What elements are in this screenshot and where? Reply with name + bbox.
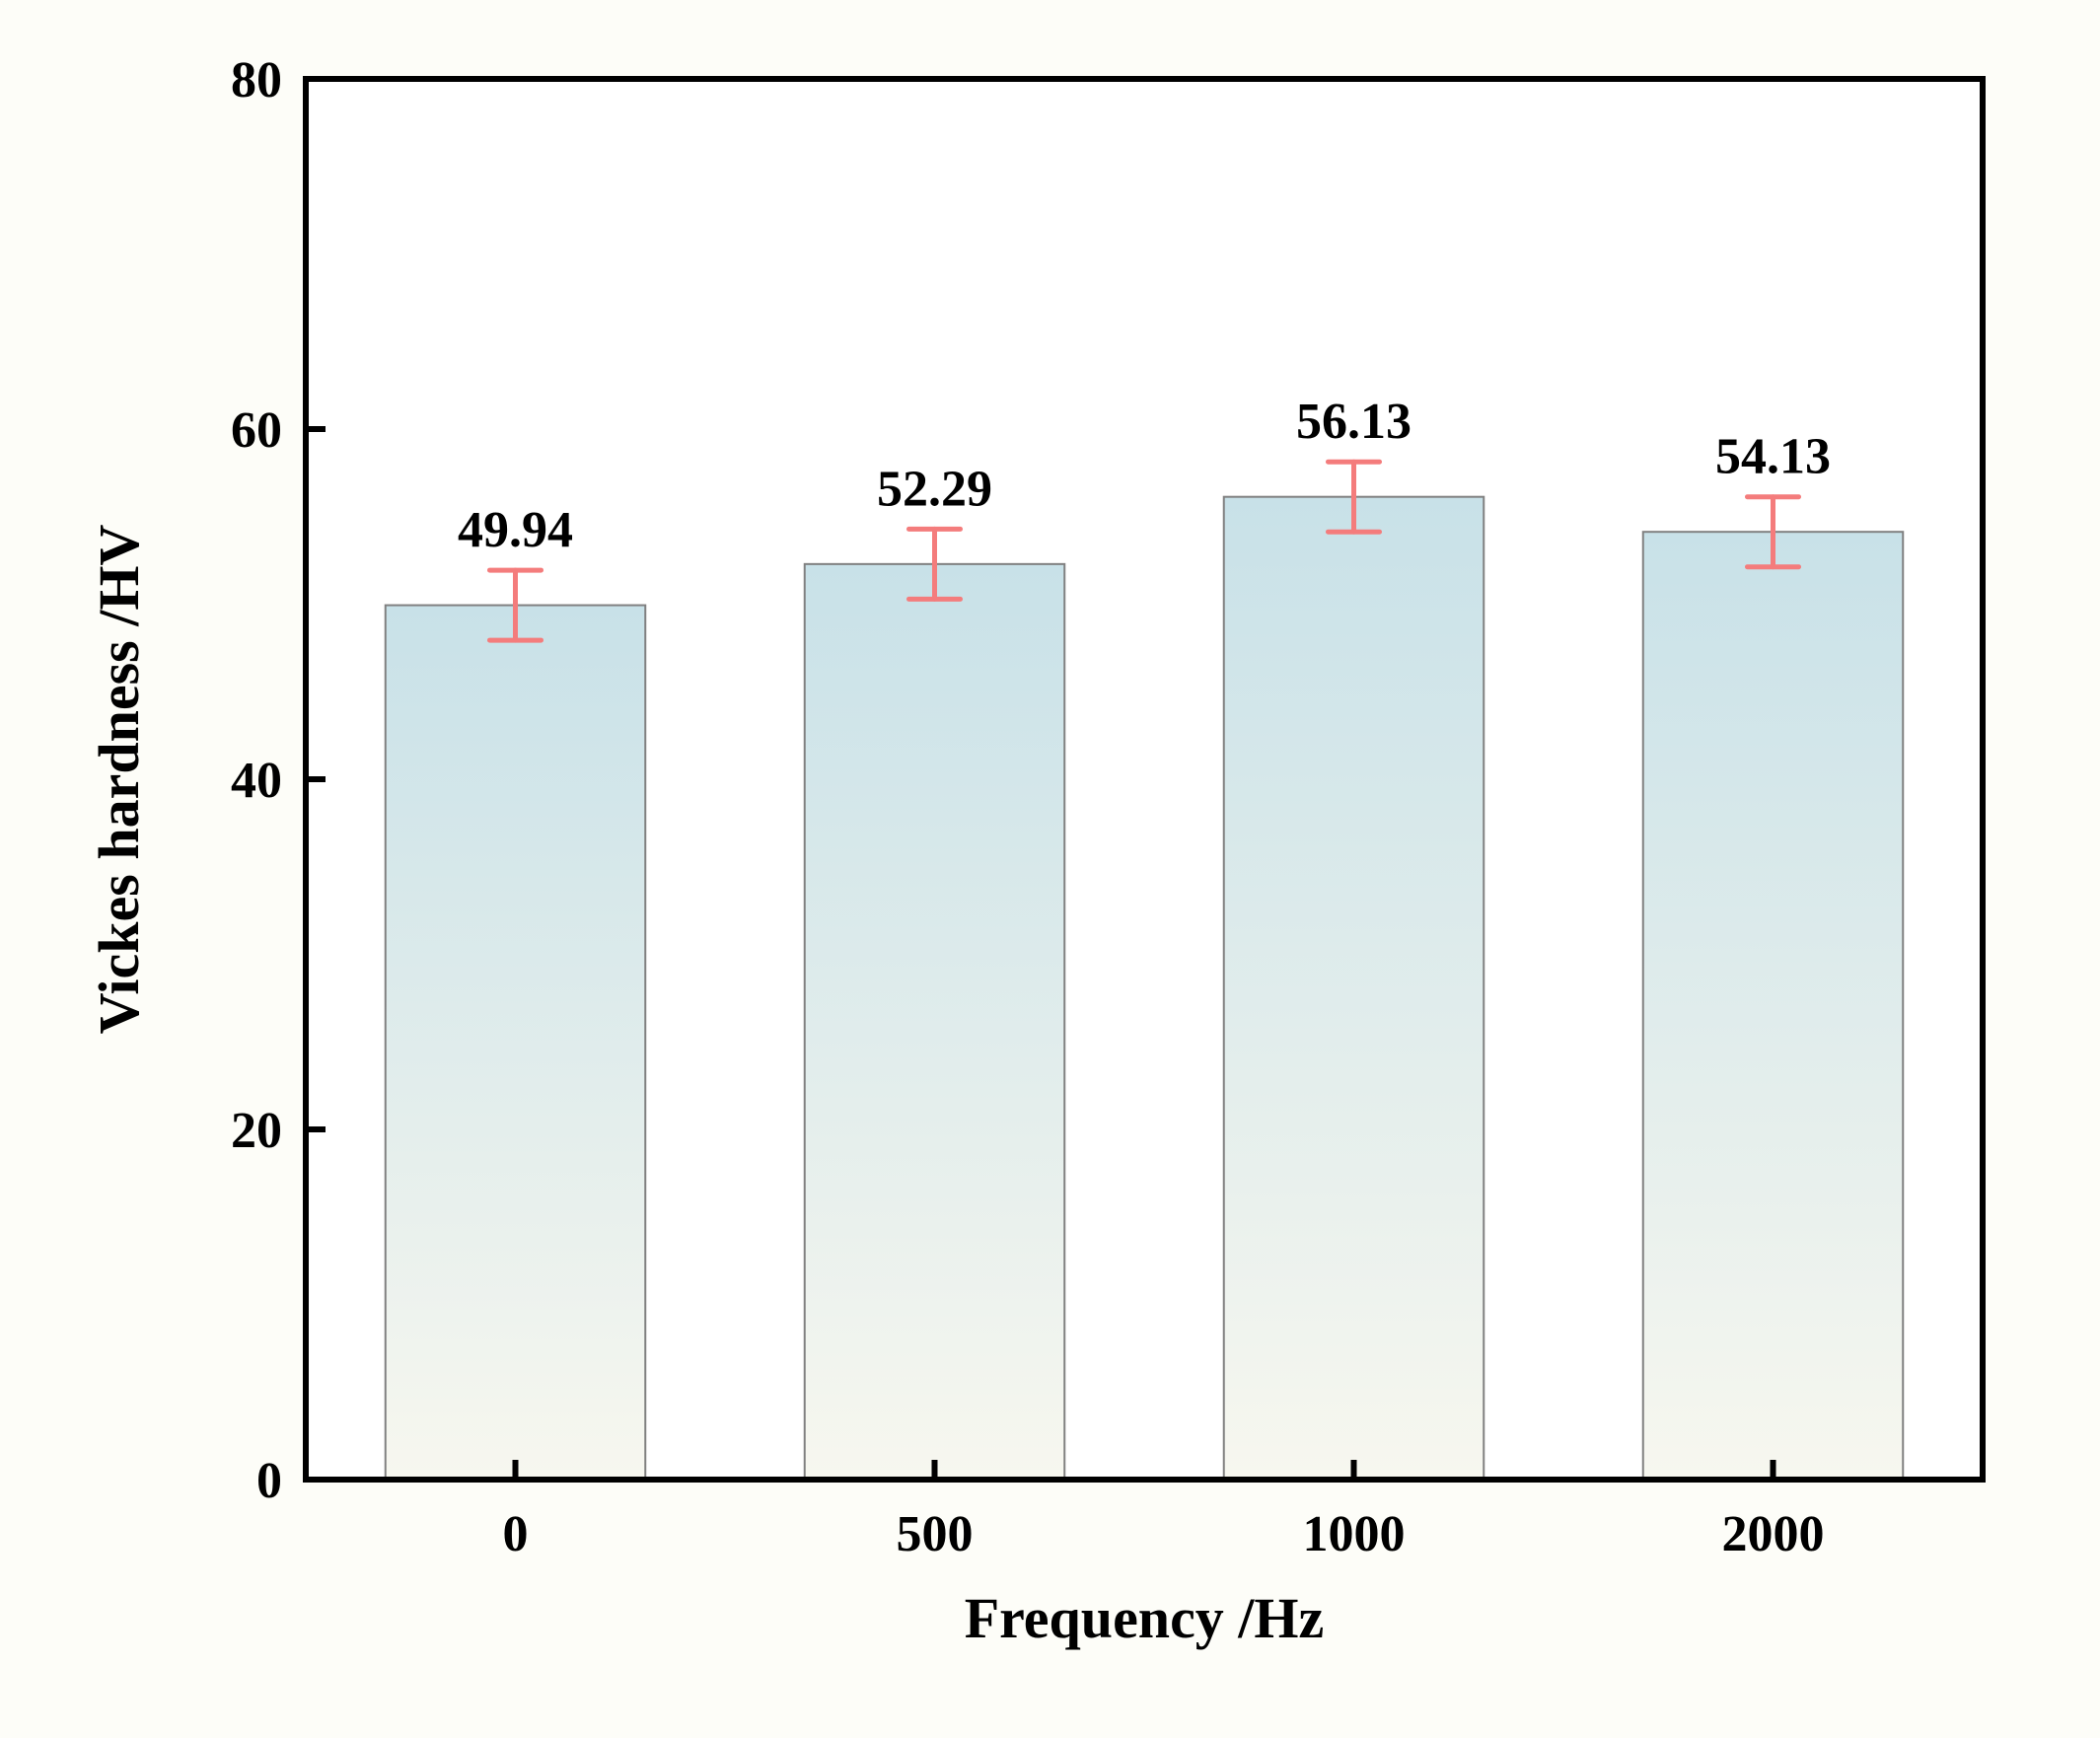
bar [1224,497,1484,1480]
bar-value-label: 54.13 [1715,429,1831,485]
x-tick-label: 1000 [1303,1506,1406,1562]
y-tick-label: 80 [231,52,282,109]
y-tick-label: 20 [231,1103,282,1159]
y-tick-label: 60 [231,402,282,459]
bar-value-label: 49.94 [458,502,573,558]
y-tick-label: 0 [256,1453,282,1509]
bar [805,564,1065,1480]
bar-value-label: 56.13 [1296,394,1412,450]
hardness-bar-chart: 49.94 0 52.29 500 56.13 1000 54.13 2000 0 20 40 60 8… [0,0,2100,1738]
x-axis-label: Frequency /Hz [965,1586,1325,1650]
x-tick-label: 500 [897,1506,974,1562]
bar [1643,532,1904,1480]
y-tick-label: 40 [231,753,282,809]
chart-container: 49.94 0 52.29 500 56.13 1000 54.13 2000 0 20 40 60 8… [0,0,2100,1738]
y-axis-label: Vickes hardness /HV [87,525,151,1035]
bar [386,606,646,1480]
x-tick-label: 2000 [1722,1506,1825,1562]
x-tick-label: 0 [503,1506,529,1562]
bar-value-label: 52.29 [877,461,992,517]
